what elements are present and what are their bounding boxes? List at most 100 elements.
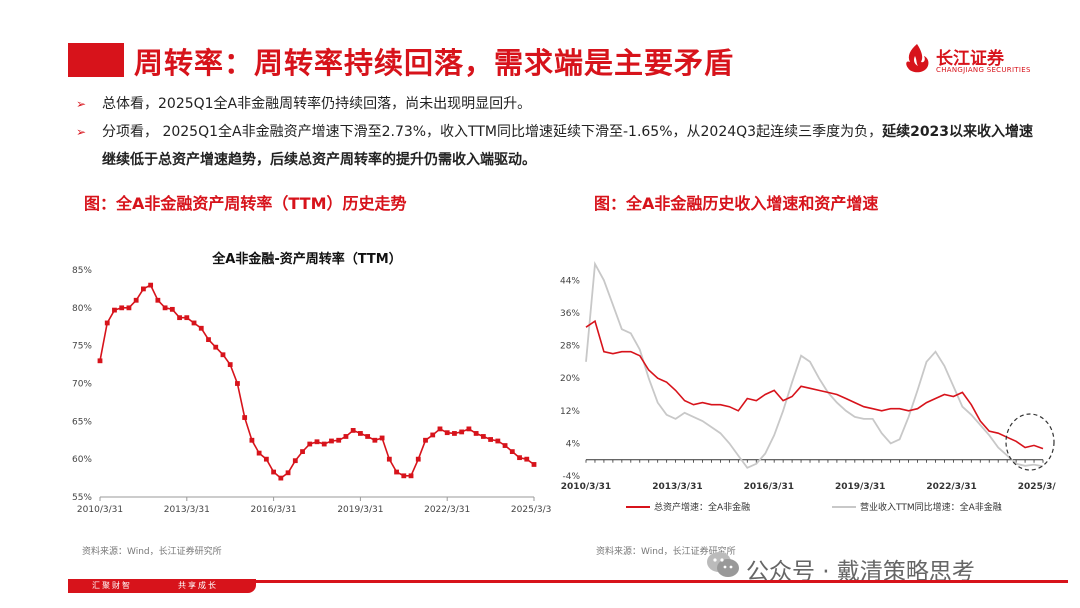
y-tick-label: 44% — [560, 276, 580, 286]
turnover-point — [372, 437, 378, 443]
y-tick-label: 36% — [560, 309, 580, 319]
turnover-point — [235, 381, 240, 386]
turnover-point — [112, 307, 117, 313]
x-tick-label: 2016/3/31 — [251, 505, 297, 515]
turnover-point — [104, 320, 110, 326]
turnover-point — [452, 431, 457, 436]
turnover-point — [206, 337, 211, 343]
turnover-point — [365, 434, 371, 439]
x-tick-label: 2010/3/31 — [561, 482, 611, 492]
growth-chart: -4% 4% 12% 20% 28% 36% 44% 2010/3/31 2013/3/31 2… — [560, 260, 1056, 513]
turnover-chart: 全A非金融-资产周转率（TTM） 55% 60% 65% 70% 75% 80% 85% 2… — [72, 251, 552, 515]
x-tick-label: 2025/3/31 — [1018, 482, 1056, 492]
turnover-point — [358, 431, 363, 436]
turnover-point — [459, 429, 465, 435]
turnover-point — [97, 358, 103, 364]
turnover-point — [300, 449, 305, 454]
turnover-point — [162, 305, 168, 311]
asset-growth-line — [585, 319, 1044, 450]
turnover-point — [401, 473, 407, 479]
title-accent-bar — [68, 43, 124, 77]
arrow-bullet-icon: ➢ — [76, 97, 87, 111]
y-tick-label: 20% — [560, 374, 580, 384]
highlight-circle — [1005, 413, 1055, 471]
bullet-text: 分项看， 2025Q1全A非金融资产增速下滑至2.73%，收入TTM同比增速延续… — [102, 124, 883, 140]
x-tick-label: 2016/3/31 — [744, 482, 794, 492]
turnover-point — [148, 282, 154, 288]
turnover-point — [177, 315, 182, 321]
footer-rule — [68, 580, 1068, 583]
turnover-point — [314, 439, 320, 445]
x-tick-label: 2019/3/31 — [337, 505, 383, 515]
turnover-point — [242, 415, 248, 420]
y-tick-label: 65% — [72, 417, 92, 427]
turnover-point — [271, 469, 276, 475]
x-tick-label: 2022/3/31 — [926, 482, 976, 492]
logo-flame-icon — [906, 44, 929, 73]
legend-label: 总资产增速：全A非金融 — [654, 501, 750, 513]
turnover-point — [155, 297, 161, 303]
turnover-point — [141, 286, 146, 292]
turnover-point — [502, 443, 508, 448]
y-tick-label: 60% — [72, 455, 92, 465]
turnover-point — [336, 437, 342, 443]
turnover-point — [394, 469, 399, 475]
turnover-point — [329, 438, 334, 444]
chart-title: 全A非金融-资产周转率（TTM） — [211, 251, 401, 267]
y-tick-label: -4% — [562, 472, 580, 482]
bullet-item: ➢ 总体看，2025Q1全A非金融周转率仍持续回落，尚未出现明显回升。 — [76, 90, 1036, 118]
turnover-point — [278, 475, 284, 481]
turnover-point — [184, 315, 190, 321]
y-tick-label: 4% — [566, 439, 581, 449]
turnover-point — [415, 456, 421, 462]
x-tick-label: 2013/3/31 — [652, 482, 702, 492]
turnover-point — [488, 437, 493, 442]
y-tick-label: 75% — [72, 342, 92, 352]
turnover-point — [263, 456, 269, 462]
turnover-point — [292, 458, 298, 464]
turnover-point — [495, 438, 501, 444]
bullet-item: ➢ 分项看， 2025Q1全A非金融资产增速下滑至2.73%，收入TTM同比增速… — [76, 118, 1036, 174]
turnover-point — [285, 470, 291, 476]
right-source-note: 资料来源：Wind，长江证券研究所 — [596, 547, 736, 557]
logo-name-en: CHANGJIANG SECURITIES — [936, 66, 1031, 74]
turnover-point — [307, 441, 313, 447]
turnover-point — [408, 473, 414, 479]
y-tick-label: 12% — [560, 407, 580, 417]
turnover-point — [480, 434, 486, 439]
turnover-point — [531, 462, 537, 467]
x-tick-label: 2025/3/31 — [511, 505, 552, 515]
turnover-point — [169, 306, 175, 312]
legend-label: 营业收入TTM同比增速：全A非金融 — [860, 501, 1002, 513]
bullet-text: 总体看，2025Q1全A非金融周转率仍持续回落，尚未出现明显回升。 — [102, 96, 532, 112]
wechat-icon — [707, 552, 739, 577]
x-tick-label: 2022/3/31 — [424, 505, 470, 515]
turnover-point — [256, 450, 262, 456]
turnover-point — [343, 434, 349, 439]
turnover-point — [437, 426, 443, 432]
footer-slogan-left: 汇聚财智 — [92, 581, 132, 590]
turnover-point — [524, 456, 530, 462]
turnover-point — [220, 352, 226, 358]
turnover-point — [379, 435, 385, 441]
turnover-line — [99, 284, 535, 480]
turnover-point — [386, 456, 392, 462]
bullet-text-bold: 延续2023以来收入增速继续低于总资产增速趋势，后续总资产周转率的提升仍需收入端… — [102, 124, 1034, 168]
x-tick-label: 2010/3/31 — [77, 505, 123, 515]
turnover-point — [126, 305, 132, 311]
y-tick-label: 28% — [560, 342, 580, 352]
turnover-point — [191, 320, 197, 326]
page-title: 周转率：周转率持续回落，需求端是主要矛盾 — [134, 46, 735, 80]
turnover-point — [444, 430, 450, 436]
right-figure-caption: 图：全A非金融历史收入增速和资产增速 — [594, 194, 879, 213]
left-source-note: 资料来源：Wind，长江证券研究所 — [82, 547, 222, 557]
turnover-point — [423, 437, 428, 443]
x-tick-label: 2013/3/31 — [164, 505, 210, 515]
turnover-point — [198, 325, 204, 331]
turnover-point — [466, 426, 472, 432]
turnover-point — [227, 362, 233, 367]
turnover-point — [213, 344, 219, 350]
turnover-point — [473, 431, 479, 436]
arrow-bullet-icon: ➢ — [76, 125, 87, 139]
turnover-point — [133, 297, 139, 303]
